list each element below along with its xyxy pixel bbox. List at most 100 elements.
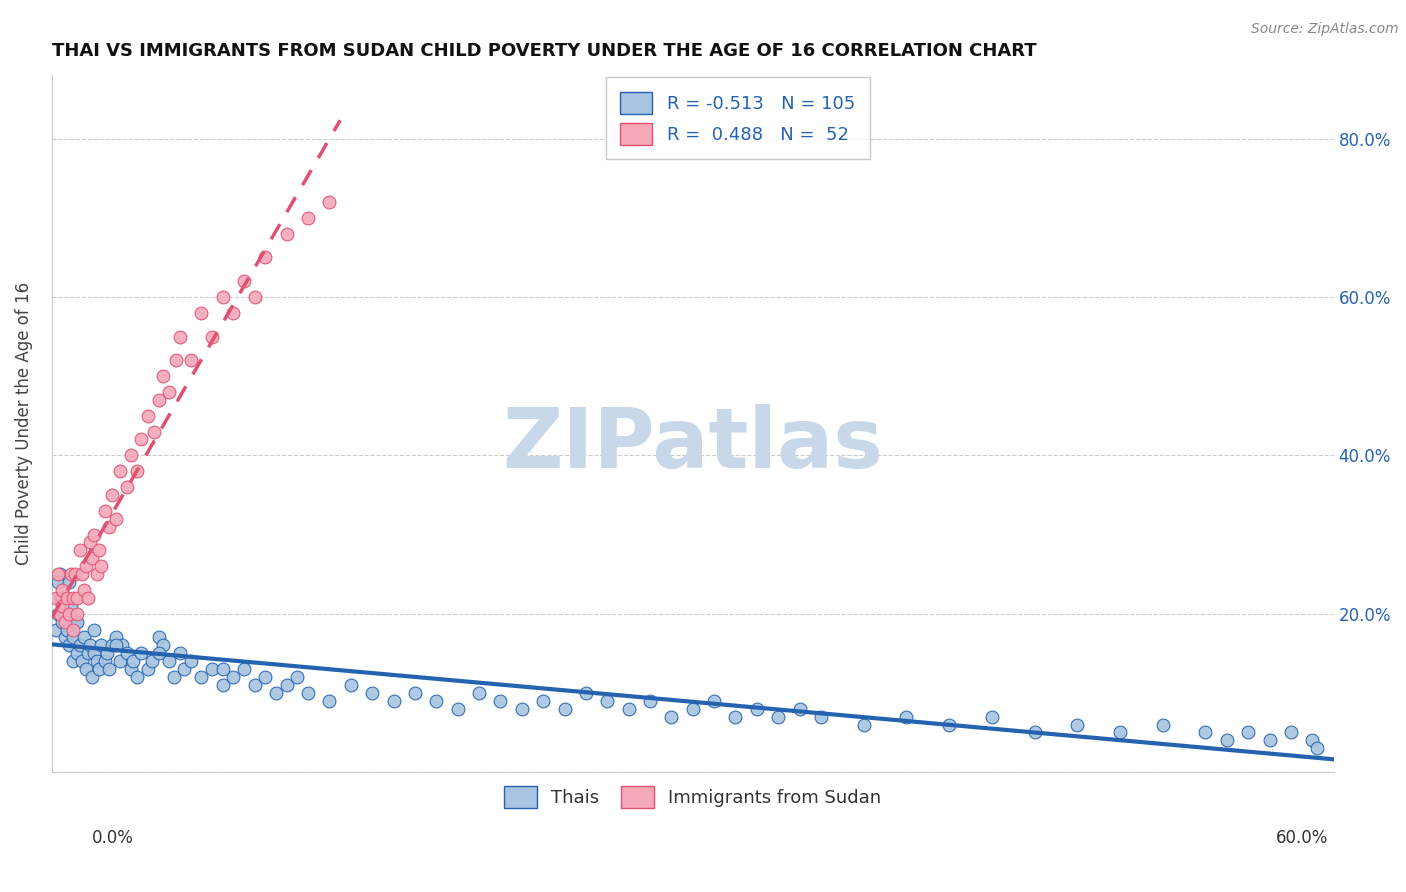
Point — [148, 392, 170, 407]
Point — [211, 678, 233, 692]
Point — [58, 607, 80, 621]
Point — [789, 702, 811, 716]
Point — [45, 591, 67, 605]
Point — [852, 717, 875, 731]
Point — [66, 607, 89, 621]
Point — [79, 639, 101, 653]
Point — [53, 607, 76, 621]
Point — [980, 709, 1002, 723]
Point — [148, 646, 170, 660]
Point — [254, 670, 277, 684]
Point — [83, 527, 105, 541]
Point — [96, 646, 118, 660]
Point — [87, 662, 110, 676]
Point — [810, 709, 832, 723]
Point — [66, 591, 89, 605]
Point — [148, 631, 170, 645]
Point — [173, 662, 195, 676]
Point — [318, 194, 340, 209]
Point — [45, 623, 67, 637]
Point — [489, 694, 512, 708]
Point — [724, 709, 747, 723]
Text: 0.0%: 0.0% — [91, 829, 134, 847]
Point — [682, 702, 704, 716]
Point — [1258, 733, 1281, 747]
Point — [1194, 725, 1216, 739]
Point — [51, 591, 73, 605]
Point — [131, 433, 153, 447]
Point — [98, 519, 121, 533]
Point — [69, 639, 91, 653]
Point — [49, 591, 72, 605]
Point — [745, 702, 768, 716]
Point — [162, 670, 184, 684]
Point — [596, 694, 619, 708]
Point — [254, 250, 277, 264]
Point — [70, 654, 93, 668]
Point — [703, 694, 725, 708]
Point — [233, 274, 256, 288]
Text: Source: ZipAtlas.com: Source: ZipAtlas.com — [1251, 22, 1399, 37]
Point — [127, 464, 149, 478]
Point — [233, 662, 256, 676]
Point — [70, 567, 93, 582]
Point — [276, 227, 298, 241]
Point — [62, 623, 84, 637]
Point — [53, 631, 76, 645]
Point — [46, 607, 69, 621]
Point — [638, 694, 661, 708]
Point — [264, 686, 287, 700]
Point — [318, 694, 340, 708]
Point — [104, 511, 127, 525]
Point — [243, 290, 266, 304]
Point — [136, 409, 159, 423]
Point — [49, 607, 72, 621]
Point — [659, 709, 682, 723]
Point — [131, 646, 153, 660]
Point — [108, 464, 131, 478]
Point — [51, 599, 73, 613]
Point — [66, 646, 89, 660]
Point — [938, 717, 960, 731]
Point — [152, 639, 174, 653]
Point — [510, 702, 533, 716]
Point — [1024, 725, 1046, 739]
Point — [65, 567, 87, 582]
Point — [100, 488, 122, 502]
Point — [111, 639, 134, 653]
Point — [468, 686, 491, 700]
Point — [82, 551, 104, 566]
Point — [1066, 717, 1088, 731]
Point — [141, 654, 163, 668]
Point — [100, 639, 122, 653]
Point — [340, 678, 363, 692]
Point — [73, 582, 96, 597]
Point — [115, 480, 138, 494]
Point — [77, 591, 100, 605]
Point — [104, 631, 127, 645]
Point — [62, 654, 84, 668]
Point — [297, 686, 319, 700]
Point — [83, 623, 105, 637]
Point — [120, 448, 142, 462]
Point — [58, 639, 80, 653]
Point — [51, 615, 73, 629]
Point — [82, 670, 104, 684]
Point — [157, 654, 180, 668]
Point — [1109, 725, 1132, 739]
Point — [59, 567, 82, 582]
Point — [94, 504, 117, 518]
Point — [276, 678, 298, 692]
Point — [120, 662, 142, 676]
Point — [447, 702, 470, 716]
Point — [51, 591, 73, 605]
Point — [243, 678, 266, 692]
Point — [190, 306, 212, 320]
Text: ZIPatlas: ZIPatlas — [502, 404, 883, 485]
Point — [86, 567, 108, 582]
Point — [287, 670, 309, 684]
Point — [201, 662, 224, 676]
Y-axis label: Child Poverty Under the Age of 16: Child Poverty Under the Age of 16 — [15, 282, 32, 566]
Point — [222, 306, 245, 320]
Point — [211, 662, 233, 676]
